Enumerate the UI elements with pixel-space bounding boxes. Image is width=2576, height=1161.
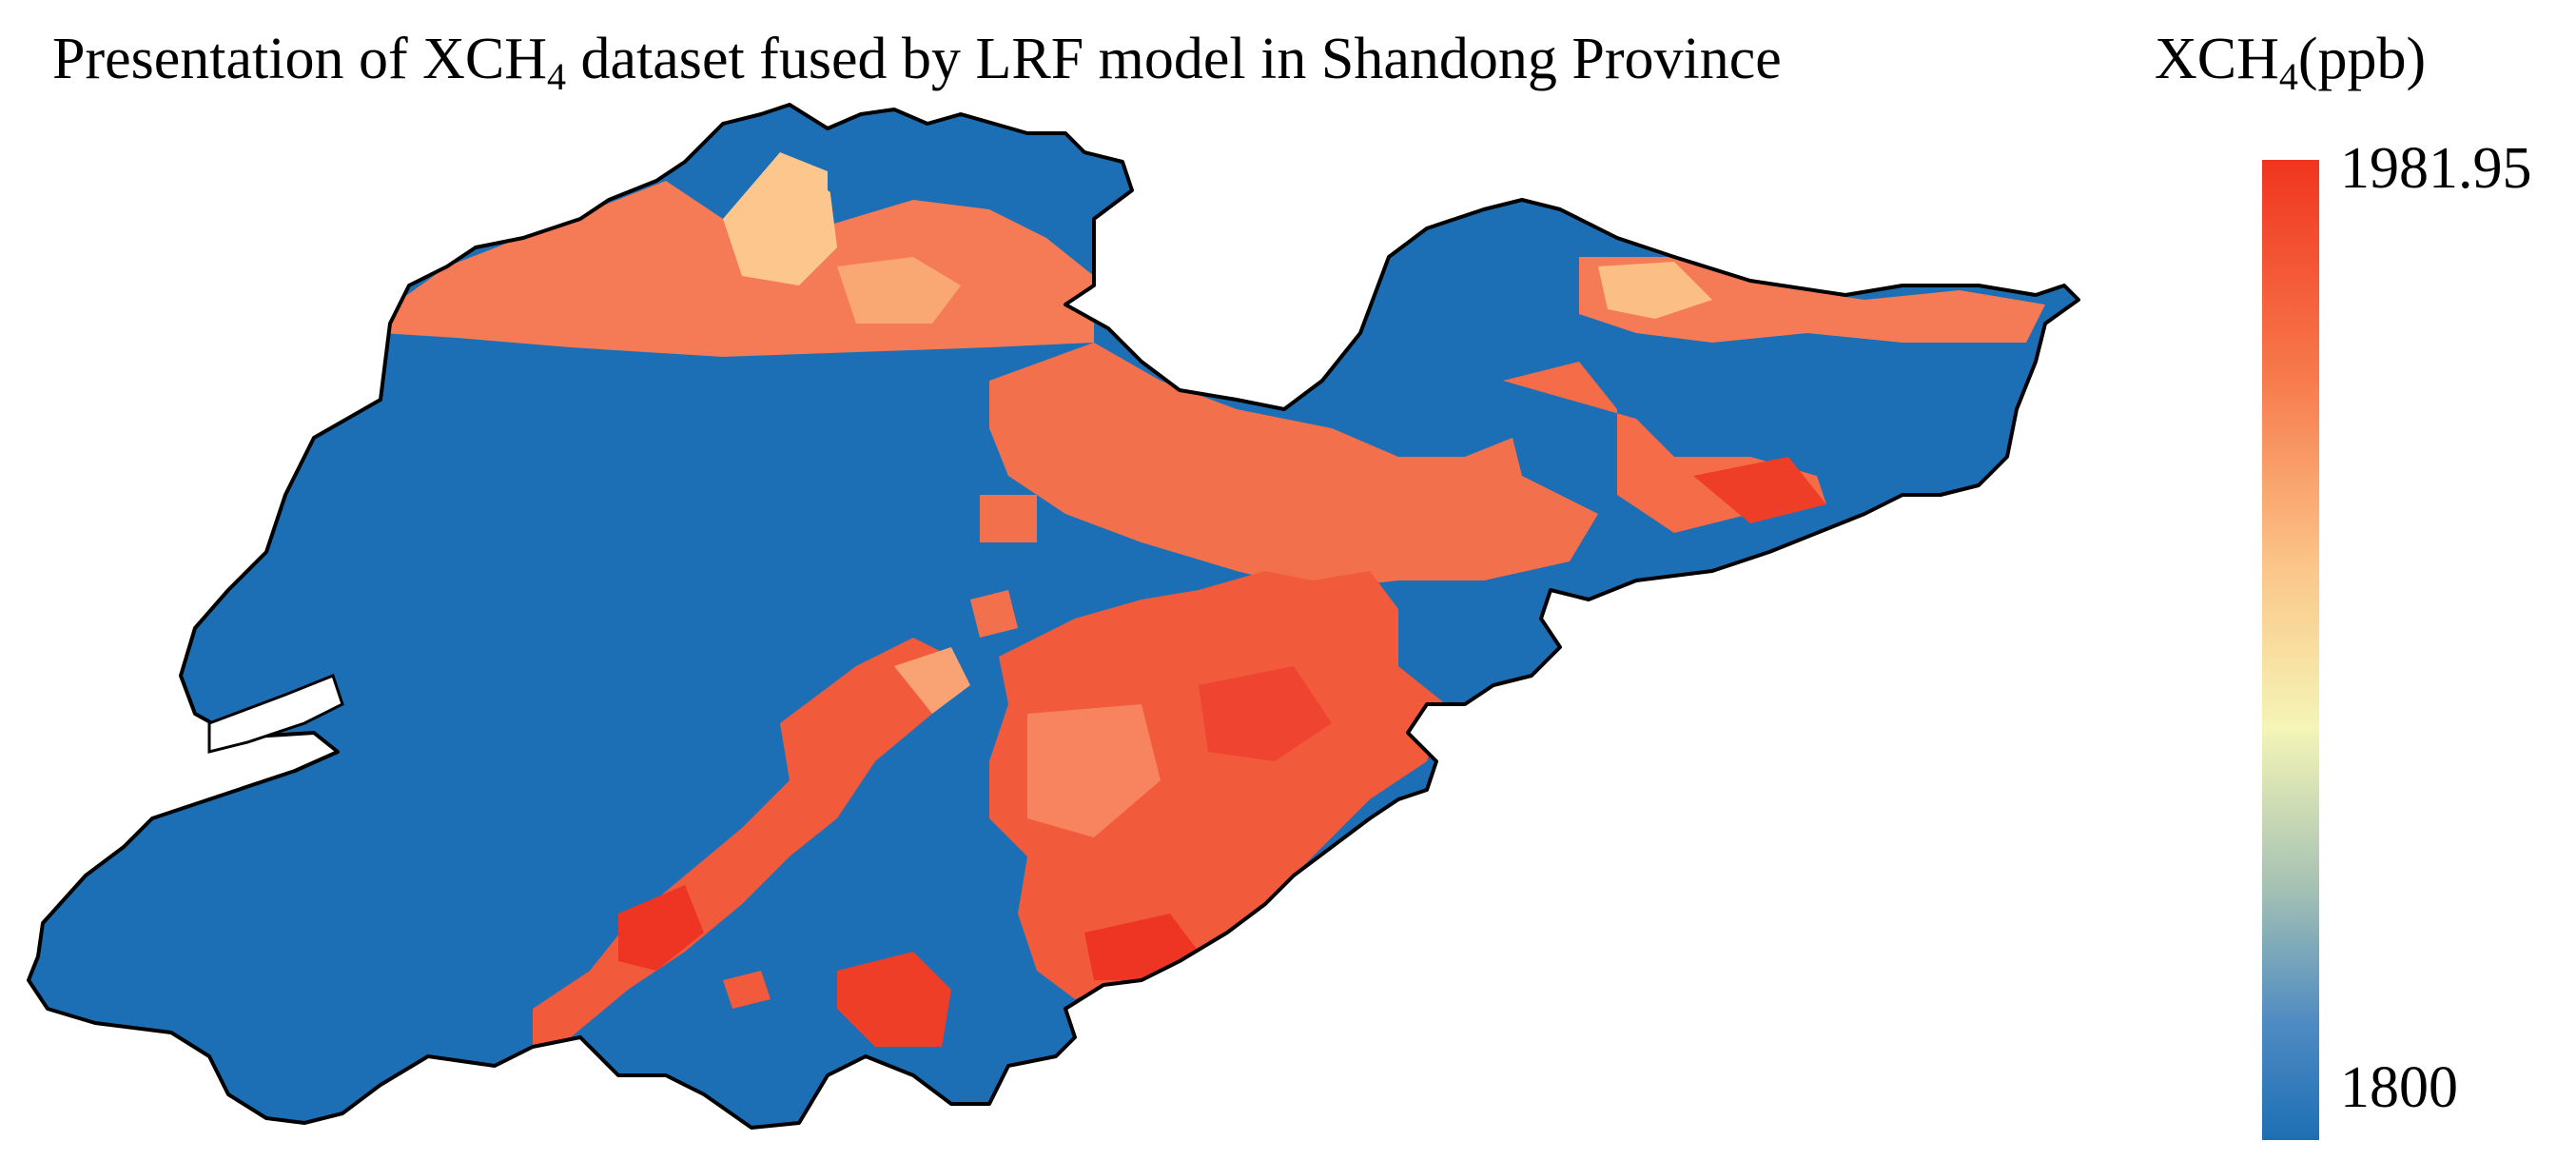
north-coast-light-patch-2 bbox=[837, 257, 961, 324]
south-red-islet-2 bbox=[723, 971, 771, 1009]
south-red-islet-1 bbox=[837, 952, 951, 1047]
colorbar-min-label: 1800 bbox=[2340, 1055, 2458, 1120]
south-red-islet-3 bbox=[970, 590, 1018, 638]
south-block-deep-red bbox=[1084, 914, 1199, 980]
east-peninsula-light bbox=[1598, 262, 1712, 319]
shandong-xch4-map bbox=[27, 103, 2080, 1130]
southwest-strip-light bbox=[894, 647, 970, 714]
title-subscript: 4 bbox=[547, 55, 567, 98]
colorbar-max-label: 1981.95 bbox=[2340, 136, 2532, 201]
colorbar bbox=[2262, 160, 2319, 1140]
south-block-inner-light bbox=[1027, 704, 1161, 837]
east-peninsula-band bbox=[1579, 257, 2045, 343]
legend-title-suffix: (ppb) bbox=[2297, 27, 2427, 91]
title-suffix: dataset fused by LRF model in Shandong P… bbox=[566, 27, 1782, 91]
north-coast-light-patch bbox=[723, 152, 837, 285]
central-band bbox=[989, 343, 1598, 590]
legend-title-subscript: 4 bbox=[2278, 55, 2298, 98]
east-peninsula-tip-red bbox=[1693, 457, 1826, 523]
map-title: Presentation of XCH4 dataset fused by LR… bbox=[52, 21, 1782, 97]
legend-title-prefix: XCH bbox=[2155, 27, 2279, 91]
legend-title: XCH4(ppb) bbox=[2155, 21, 2426, 97]
lake-outline bbox=[207, 674, 344, 754]
southwest-red-node bbox=[618, 885, 704, 971]
central-band-west-spur bbox=[980, 495, 1037, 542]
south-block-deep-red-2 bbox=[1199, 666, 1332, 761]
south-large-block bbox=[989, 571, 1446, 999]
title-prefix: Presentation of XCH bbox=[52, 27, 548, 91]
xch4-high-regions bbox=[381, 133, 2045, 1047]
north-blue-bay bbox=[828, 133, 1008, 209]
